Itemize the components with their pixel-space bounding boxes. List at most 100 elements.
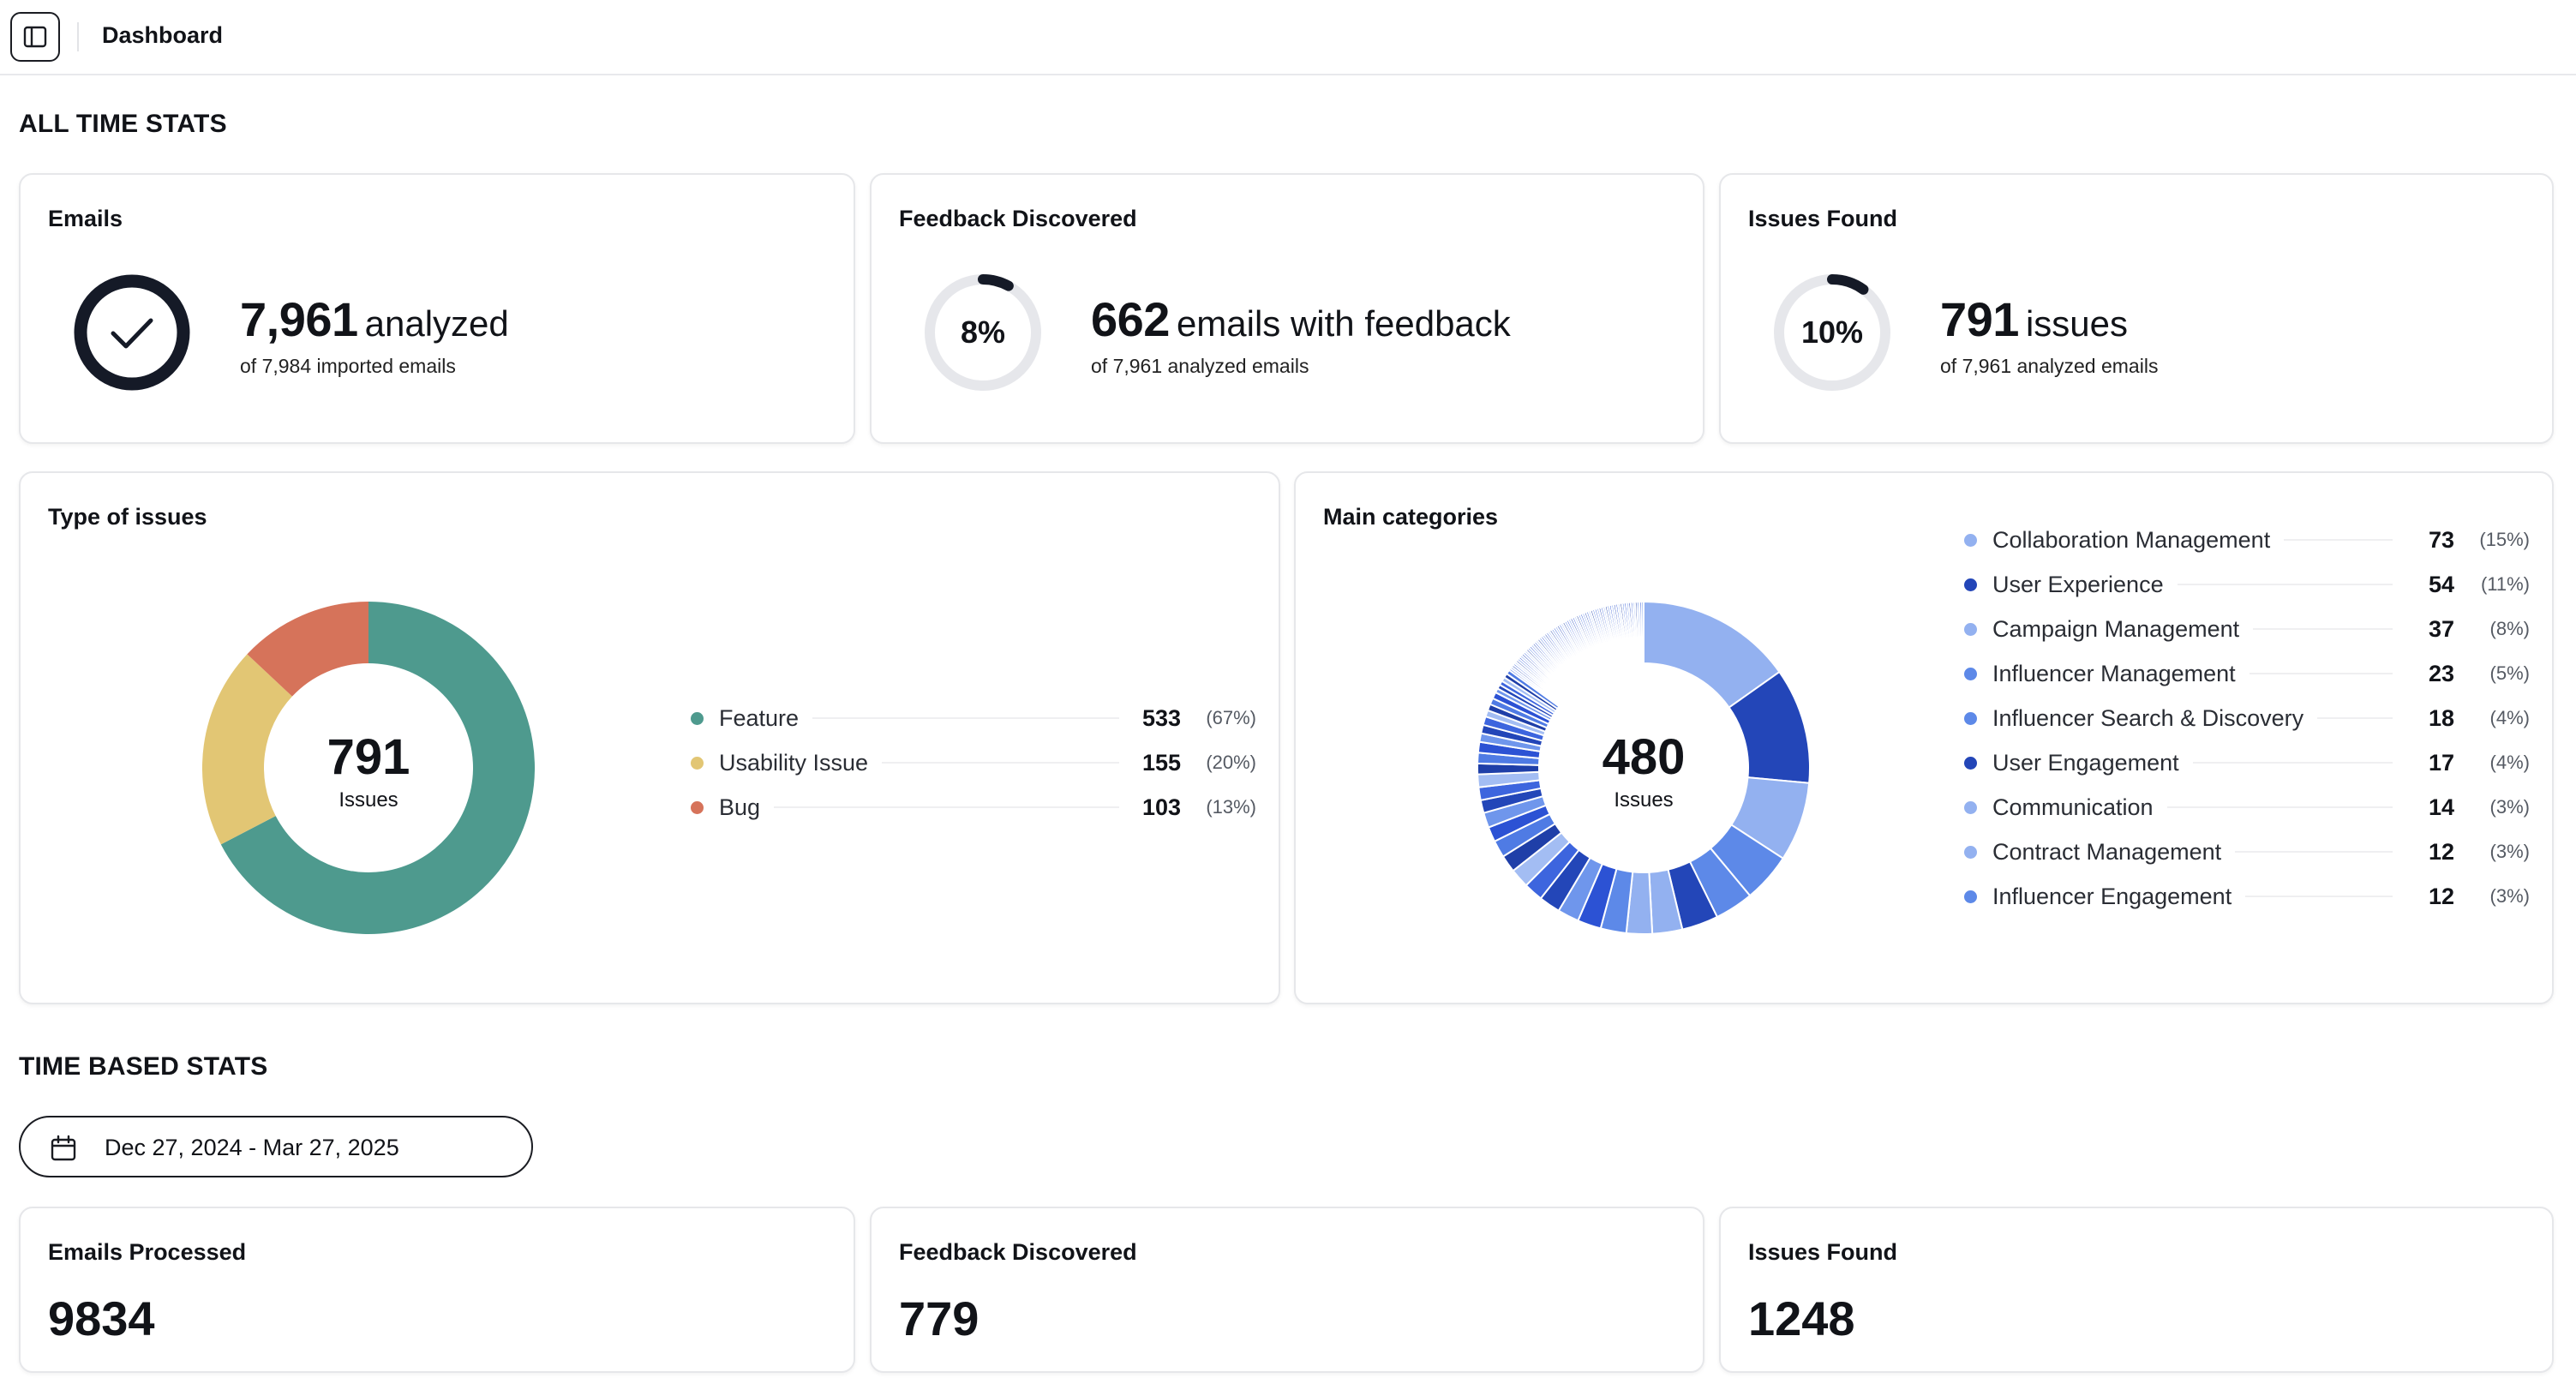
type-of-issues-donut — [202, 602, 535, 934]
emails-stat-subtext: of 7,984 imported emails — [240, 355, 456, 377]
legend-dot — [691, 756, 704, 770]
legend-dot — [1964, 800, 1977, 814]
legend-leader — [2245, 896, 2393, 897]
legend-percent: (11%) — [2480, 573, 2530, 595]
emails-analyzed-value: 7,961 — [240, 292, 358, 346]
date-range-picker[interactable]: Dec 27, 2024 - Mar 27, 2025 — [19, 1116, 533, 1177]
categories-donut-total: 480 — [1602, 729, 1686, 785]
legend-leader — [882, 762, 1119, 764]
legend-value: 17 — [2428, 749, 2454, 776]
legend-name: Campaign Management — [1992, 615, 2240, 642]
top-bar: Dashboard — [0, 0, 2576, 75]
issues-card-title: Issues Found — [1748, 206, 1898, 231]
emails-stat: 7,961 analyzed — [240, 291, 509, 347]
legend-percent: (8%) — [2489, 618, 2530, 639]
legend-percent: (13%) — [1206, 796, 1256, 818]
legend-value: 12 — [2428, 883, 2454, 909]
legend-dot — [691, 711, 704, 725]
legend-dot — [1964, 578, 1977, 591]
legend-value: 73 — [2428, 526, 2454, 553]
legend-dot — [1964, 756, 1977, 770]
legend-value: 54 — [2428, 571, 2454, 597]
legend-percent: (67%) — [1206, 707, 1256, 728]
issue-legend-row: Feature 533 (67%) — [691, 701, 1256, 735]
legend-value: 23 — [2428, 660, 2454, 686]
feedback-stat-subtext: of 7,961 analyzed emails — [1091, 355, 1309, 377]
legend-dot — [1964, 890, 1977, 903]
categories-donut-center: 480 Issues — [1558, 732, 1729, 812]
check-icon — [74, 274, 190, 391]
legend-leader — [2284, 539, 2393, 541]
categories-donut-label: Issues — [1614, 788, 1674, 812]
legend-leader — [2192, 762, 2393, 764]
legend-name: User Engagement — [1992, 749, 2179, 776]
emails-processed-title: Emails Processed — [48, 1239, 247, 1265]
legend-name: Influencer Search & Discovery — [1992, 704, 2304, 731]
category-legend-row: Collaboration Management 73 (15%) — [1964, 523, 2530, 557]
category-legend-row: User Experience 54 (11%) — [1964, 567, 2530, 602]
issues-unit: issues — [2025, 303, 2128, 344]
legend-percent: (4%) — [2489, 752, 2530, 773]
category-legend-row: Influencer Management 23 (5%) — [1964, 656, 2530, 691]
legend-percent: (4%) — [2489, 707, 2530, 728]
time-issues-title: Issues Found — [1748, 1239, 1898, 1265]
category-legend-row: Campaign Management 37 (8%) — [1964, 612, 2530, 646]
feedback-unit: emails with feedback — [1176, 303, 1511, 344]
legend-percent: (15%) — [2479, 529, 2530, 550]
issues-donut-label: Issues — [338, 788, 398, 812]
category-legend-row: Communication 14 (3%) — [1964, 790, 2530, 824]
legend-leader — [2177, 584, 2393, 585]
legend-leader — [2317, 717, 2393, 719]
legend-name: Influencer Engagement — [1992, 883, 2232, 909]
legend-name: Contract Management — [1992, 838, 2222, 865]
legend-name: Bug — [719, 794, 761, 820]
legend-dot — [1964, 845, 1977, 859]
issues-donut-total: 791 — [326, 729, 410, 785]
legend-leader — [2253, 628, 2393, 630]
time-issues-card: Issues Found 1248 — [1719, 1207, 2554, 1373]
main-categories-donut — [1477, 600, 1811, 935]
legend-value: 18 — [2428, 704, 2454, 731]
calendar-icon — [51, 1135, 76, 1161]
legend-percent: (3%) — [2489, 885, 2530, 907]
legend-name: Influencer Management — [1992, 660, 2236, 686]
type-of-issues-card: Type of issues 791 Issues Feature 533 (67%… — [19, 471, 1280, 1004]
feedback-value: 662 — [1091, 292, 1170, 346]
feedback-progress-ring — [925, 274, 1041, 391]
legend-percent: (20%) — [1206, 752, 1256, 773]
issues-card: Issues Found 10% 791 issues of 7,961 anal… — [1719, 173, 2554, 444]
legend-leader — [2249, 673, 2393, 674]
legend-dot — [1964, 667, 1977, 680]
legend-name: Collaboration Management — [1992, 526, 2271, 553]
legend-name: Feature — [719, 704, 800, 731]
legend-leader — [812, 717, 1119, 719]
issues-percent: 10% — [1800, 315, 1864, 350]
time-issues-value: 1248 — [1748, 1291, 1855, 1345]
legend-value: 103 — [1141, 794, 1181, 820]
issue-slice-0[interactable] — [220, 602, 535, 934]
issue-slice-2[interactable] — [247, 602, 368, 697]
main-categories-card: Main categories 480 Issues Collaboration… — [1294, 471, 2554, 1004]
category-legend-row: User Engagement 17 (4%) — [1964, 746, 2530, 780]
issues-progress-ring — [1774, 274, 1890, 391]
type-of-issues-title: Type of issues — [48, 504, 207, 530]
category-slice-108[interactable] — [1640, 600, 1644, 665]
issue-legend-row: Usability Issue 155 (20%) — [691, 746, 1256, 780]
feedback-percent: 8% — [960, 315, 1006, 350]
time-feedback-value: 779 — [899, 1291, 979, 1345]
legend-value: 155 — [1141, 749, 1181, 776]
legend-percent: (3%) — [2489, 796, 2530, 818]
legend-dot — [691, 800, 704, 814]
legend-name: Communication — [1992, 794, 2154, 820]
topbar-divider — [77, 22, 79, 51]
page-title: Dashboard — [102, 22, 224, 48]
all-time-stats-heading: ALL TIME STATS — [19, 110, 227, 138]
category-legend-row: Influencer Engagement 12 (3%) — [1964, 879, 2530, 914]
time-feedback-title: Feedback Discovered — [899, 1239, 1137, 1265]
legend-name: Usability Issue — [719, 749, 869, 776]
issues-stat: 791 issues — [1940, 291, 2128, 347]
sidebar-toggle-button[interactable] — [10, 12, 60, 62]
issue-slice-1[interactable] — [202, 654, 292, 845]
issue-legend-row: Bug 103 (13%) — [691, 790, 1256, 824]
issues-value: 791 — [1940, 292, 2019, 346]
